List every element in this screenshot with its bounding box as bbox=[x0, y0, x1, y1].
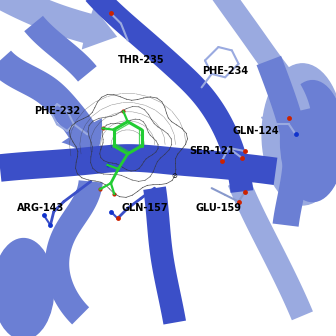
Text: ARG-143: ARG-143 bbox=[17, 203, 64, 213]
Polygon shape bbox=[45, 180, 103, 325]
Text: GLN-157: GLN-157 bbox=[121, 203, 168, 213]
Polygon shape bbox=[0, 144, 278, 185]
Text: PHE-234: PHE-234 bbox=[202, 66, 248, 76]
Polygon shape bbox=[143, 186, 186, 325]
Polygon shape bbox=[228, 177, 313, 320]
Polygon shape bbox=[0, 51, 102, 165]
Text: GLU-159: GLU-159 bbox=[196, 203, 241, 213]
Text: SER-121: SER-121 bbox=[189, 146, 235, 156]
Ellipse shape bbox=[0, 239, 54, 336]
Ellipse shape bbox=[262, 64, 336, 205]
Text: THR-235: THR-235 bbox=[118, 55, 164, 66]
Text: PHE-232: PHE-232 bbox=[34, 106, 80, 116]
Polygon shape bbox=[257, 56, 309, 227]
Polygon shape bbox=[212, 0, 310, 114]
Text: ⊙: ⊙ bbox=[172, 173, 178, 179]
Text: GLN-124: GLN-124 bbox=[232, 126, 279, 136]
Polygon shape bbox=[0, 0, 118, 49]
Ellipse shape bbox=[281, 81, 336, 202]
Polygon shape bbox=[86, 0, 253, 193]
Polygon shape bbox=[24, 16, 97, 82]
